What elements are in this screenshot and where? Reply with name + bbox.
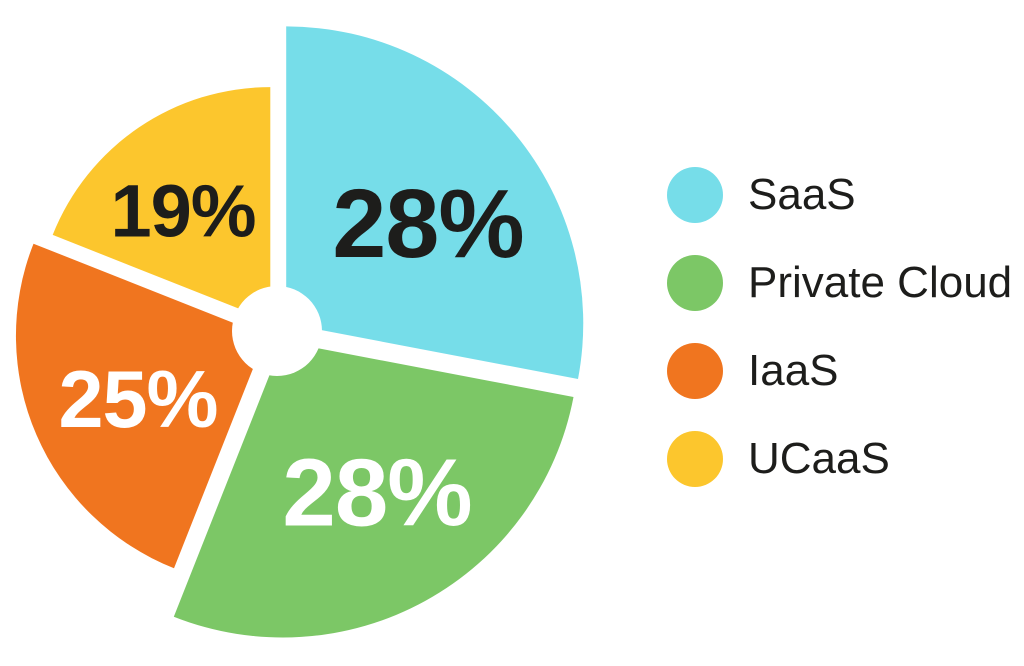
legend-label-iaas: IaaS bbox=[748, 346, 839, 395]
legend-label-ucaas: UCaaS bbox=[748, 434, 890, 483]
legend-color-dot-private-cloud bbox=[667, 255, 723, 311]
pie-slice-saas bbox=[286, 26, 584, 380]
pie-slice-private-cloud bbox=[173, 341, 574, 638]
legend-color-dot-iaas bbox=[667, 343, 723, 399]
slice-value-label-saas: 28% bbox=[332, 169, 523, 278]
legend-item-saas: SaaS bbox=[667, 167, 1012, 223]
slice-value-label-ucaas: 19% bbox=[110, 170, 255, 253]
legend-color-dot-saas bbox=[667, 167, 723, 223]
legend-color-dot-ucaas bbox=[667, 431, 723, 487]
slice-value-label-private-cloud: 28% bbox=[282, 440, 471, 547]
donut-hole bbox=[232, 286, 322, 376]
slice-value-label-iaas: 25% bbox=[58, 355, 217, 445]
legend-item-private-cloud: Private Cloud bbox=[667, 255, 1012, 311]
legend: SaaS Private Cloud IaaS UCaaS bbox=[667, 167, 1012, 519]
legend-item-iaas: IaaS bbox=[667, 343, 1012, 399]
pie-slice-ucaas bbox=[52, 87, 271, 322]
legend-item-ucaas: UCaaS bbox=[667, 431, 1012, 487]
legend-label-saas: SaaS bbox=[748, 170, 856, 219]
pie-slice-iaas bbox=[15, 243, 267, 569]
legend-label-private-cloud: Private Cloud bbox=[748, 258, 1013, 307]
